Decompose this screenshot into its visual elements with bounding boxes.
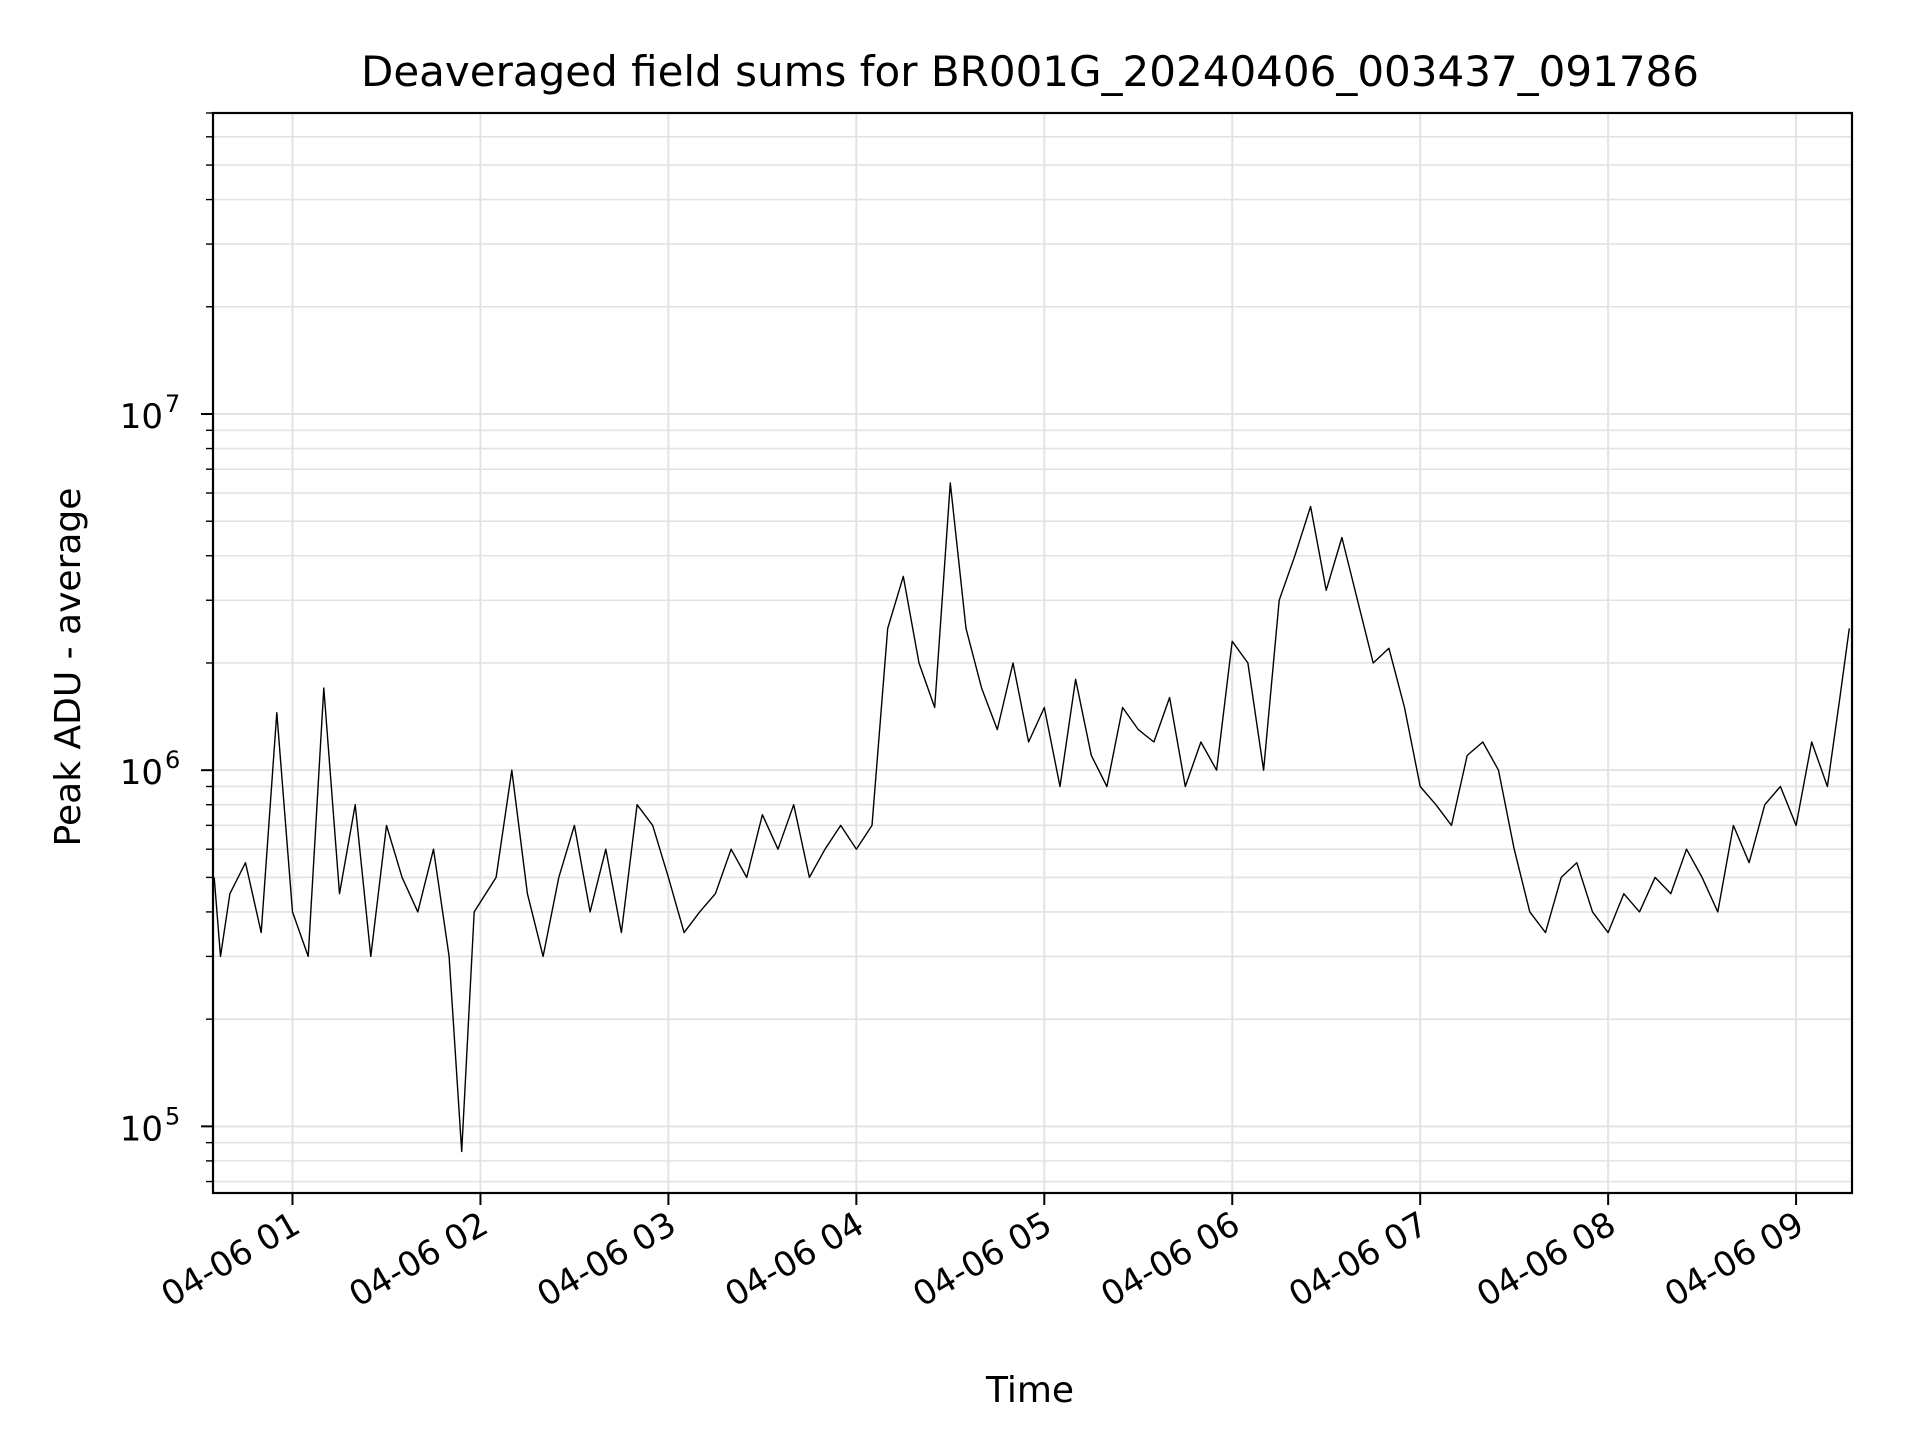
y-tick-label: 10 — [120, 1109, 163, 1149]
y-tick-exponent: 5 — [165, 1102, 180, 1130]
y-tick-exponent: 7 — [165, 390, 180, 418]
y-tick-label: 10 — [120, 397, 163, 437]
y-tick-label: 10 — [120, 753, 163, 793]
x-axis-label: Time — [985, 1370, 1074, 1411]
y-axis-label: Peak ADU - average — [48, 488, 89, 847]
series-group — [213, 482, 1850, 1153]
series-line — [213, 482, 1850, 1153]
plot-frame — [211, 111, 1854, 1195]
grid — [213, 112, 1852, 1193]
chart-title: Deaveraged field sums for BR001G_2024040… — [361, 47, 1699, 96]
y-tick-exponent: 6 — [165, 746, 180, 774]
